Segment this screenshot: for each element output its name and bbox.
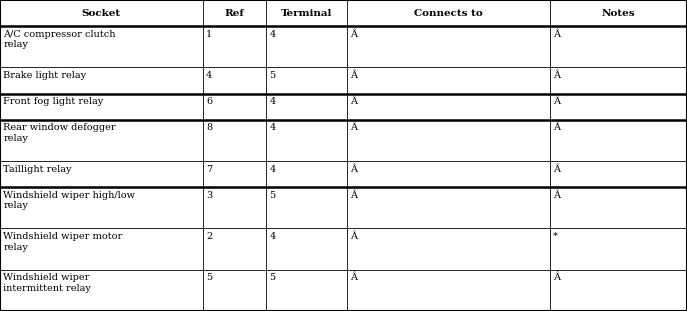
- Text: 5: 5: [206, 273, 212, 282]
- Text: Â: Â: [350, 165, 357, 174]
- Bar: [203, 270, 266, 311]
- Text: Taillight relay: Taillight relay: [3, 165, 72, 174]
- Text: Â: Â: [553, 273, 560, 282]
- Text: Notes: Notes: [602, 9, 635, 18]
- Text: 4: 4: [269, 232, 275, 241]
- Bar: [203, 229, 266, 270]
- Text: 4: 4: [269, 165, 275, 174]
- Text: Brake light relay: Brake light relay: [3, 71, 87, 80]
- Text: 4: 4: [269, 123, 275, 132]
- Bar: [266, 120, 347, 161]
- Text: Â: Â: [350, 273, 357, 282]
- Bar: [266, 187, 347, 229]
- Text: Socket: Socket: [82, 9, 121, 18]
- Text: Windshield wiper high/low
relay: Windshield wiper high/low relay: [3, 191, 135, 210]
- Text: 2: 2: [206, 232, 212, 241]
- Bar: [347, 270, 550, 311]
- Bar: [347, 161, 550, 187]
- Bar: [266, 0, 347, 26]
- Bar: [0, 67, 203, 94]
- Bar: [347, 26, 550, 67]
- Bar: [550, 120, 687, 161]
- Text: Windshield wiper motor
relay: Windshield wiper motor relay: [3, 232, 123, 252]
- Text: 6: 6: [206, 97, 212, 106]
- Text: Â: Â: [553, 123, 560, 132]
- Bar: [266, 161, 347, 187]
- Bar: [550, 229, 687, 270]
- Bar: [0, 0, 203, 26]
- Text: *: *: [553, 232, 558, 241]
- Bar: [550, 270, 687, 311]
- Bar: [0, 270, 203, 311]
- Text: Â: Â: [553, 191, 560, 200]
- Bar: [203, 0, 266, 26]
- Text: 1: 1: [206, 30, 212, 39]
- Text: Â: Â: [350, 97, 357, 106]
- Bar: [550, 67, 687, 94]
- Text: 4: 4: [206, 71, 212, 80]
- Text: 5: 5: [269, 71, 275, 80]
- Text: Connects to: Connects to: [414, 9, 483, 18]
- Bar: [266, 94, 347, 120]
- Text: Ref: Ref: [225, 9, 244, 18]
- Bar: [550, 187, 687, 229]
- Text: 8: 8: [206, 123, 212, 132]
- Text: 3: 3: [206, 191, 212, 200]
- Bar: [347, 94, 550, 120]
- Bar: [550, 26, 687, 67]
- Bar: [203, 94, 266, 120]
- Bar: [0, 26, 203, 67]
- Bar: [266, 229, 347, 270]
- Bar: [0, 229, 203, 270]
- Text: Â: Â: [350, 30, 357, 39]
- Bar: [203, 26, 266, 67]
- Text: Rear window defogger
relay: Rear window defogger relay: [3, 123, 116, 143]
- Text: Â: Â: [350, 123, 357, 132]
- Text: Â: Â: [553, 97, 560, 106]
- Text: Terminal: Terminal: [281, 9, 332, 18]
- Bar: [347, 0, 550, 26]
- Bar: [203, 67, 266, 94]
- Bar: [266, 67, 347, 94]
- Text: 4: 4: [269, 97, 275, 106]
- Text: 5: 5: [269, 273, 275, 282]
- Bar: [347, 120, 550, 161]
- Text: 5: 5: [269, 191, 275, 200]
- Bar: [266, 26, 347, 67]
- Text: Â: Â: [553, 71, 560, 80]
- Bar: [203, 187, 266, 229]
- Text: Â: Â: [350, 232, 357, 241]
- Bar: [0, 120, 203, 161]
- Text: Â: Â: [553, 165, 560, 174]
- Bar: [550, 0, 687, 26]
- Bar: [347, 67, 550, 94]
- Bar: [550, 94, 687, 120]
- Text: Windshield wiper
intermittent relay: Windshield wiper intermittent relay: [3, 273, 91, 293]
- Bar: [0, 94, 203, 120]
- Bar: [203, 161, 266, 187]
- Text: Â: Â: [553, 30, 560, 39]
- Bar: [266, 270, 347, 311]
- Bar: [203, 120, 266, 161]
- Text: 4: 4: [269, 30, 275, 39]
- Bar: [347, 229, 550, 270]
- Bar: [347, 187, 550, 229]
- Bar: [0, 187, 203, 229]
- Text: Â: Â: [350, 71, 357, 80]
- Text: Front fog light relay: Front fog light relay: [3, 97, 104, 106]
- Text: 7: 7: [206, 165, 212, 174]
- Text: A/C compressor clutch
relay: A/C compressor clutch relay: [3, 30, 116, 49]
- Text: Â: Â: [350, 191, 357, 200]
- Bar: [0, 161, 203, 187]
- Bar: [550, 161, 687, 187]
